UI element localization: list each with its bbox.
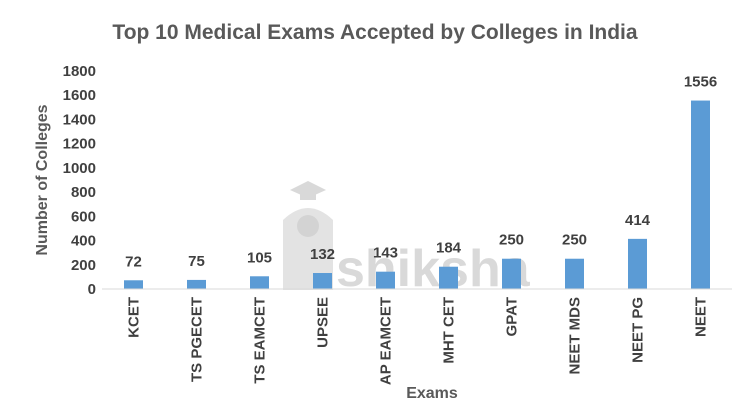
data-label: 414	[625, 212, 651, 229]
bar	[376, 271, 395, 289]
x-tick-label: NEET	[693, 297, 710, 337]
data-label: 105	[247, 249, 272, 266]
x-axis-title: Exams	[406, 385, 458, 402]
y-tick-label: 200	[71, 257, 96, 274]
y-tick-label: 1400	[63, 111, 96, 128]
bar	[124, 280, 143, 289]
data-label: 75	[188, 253, 205, 270]
y-axis-ticks: 0 200 400 600 800 1000 1200 1400 1600 1800	[63, 63, 96, 298]
data-label: 184	[436, 240, 462, 257]
bar	[502, 258, 521, 289]
x-tick-label: TS EAMCET	[252, 297, 269, 384]
x-tick-label: TS PGECET	[189, 297, 206, 382]
y-tick-label: 1200	[63, 136, 96, 153]
bar	[628, 238, 647, 289]
y-tick-label: 400	[71, 233, 96, 250]
y-tick-label: 800	[71, 184, 96, 201]
watermark: shiksha	[283, 181, 531, 298]
bars	[124, 100, 710, 289]
y-tick-label: 1000	[63, 160, 96, 177]
data-label: 72	[125, 253, 142, 270]
data-label: 132	[310, 246, 335, 263]
bar	[691, 100, 710, 289]
graduation-cap-icon	[283, 181, 333, 290]
x-tick-label: AP EAMCET	[378, 297, 395, 385]
y-tick-label: 0	[88, 281, 96, 298]
data-label: 250	[499, 232, 524, 249]
bar	[439, 266, 458, 289]
bar	[250, 276, 269, 289]
bar	[187, 279, 206, 289]
x-tick-label: UPSEE	[315, 297, 332, 348]
x-tick-label: MHT CET	[441, 297, 458, 364]
x-tick-label: NEET PG	[630, 297, 647, 363]
y-axis-title: Number of Colleges	[34, 104, 51, 255]
watermark-text: shiksha	[336, 240, 531, 298]
x-axis-categories: KCET TS PGECET TS EAMCET UPSEE AP EAMCET MHT …	[126, 297, 710, 385]
y-tick-label: 1800	[63, 63, 96, 80]
chart-title: Top 10 Medical Exams Accepted by College…	[112, 21, 637, 44]
bar	[313, 273, 332, 289]
y-tick-label: 600	[71, 208, 96, 225]
data-label: 250	[562, 232, 587, 249]
x-tick-label: GPAT	[504, 297, 521, 336]
x-tick-label: KCET	[126, 297, 143, 338]
data-label: 143	[373, 245, 398, 262]
x-tick-label: NEET MDS	[567, 297, 584, 375]
data-labels: 72 75 105 132 143 184 250 250 414 1556	[125, 74, 717, 271]
data-label: 1556	[684, 74, 717, 91]
bar	[565, 258, 584, 289]
y-tick-label: 1600	[63, 87, 96, 104]
